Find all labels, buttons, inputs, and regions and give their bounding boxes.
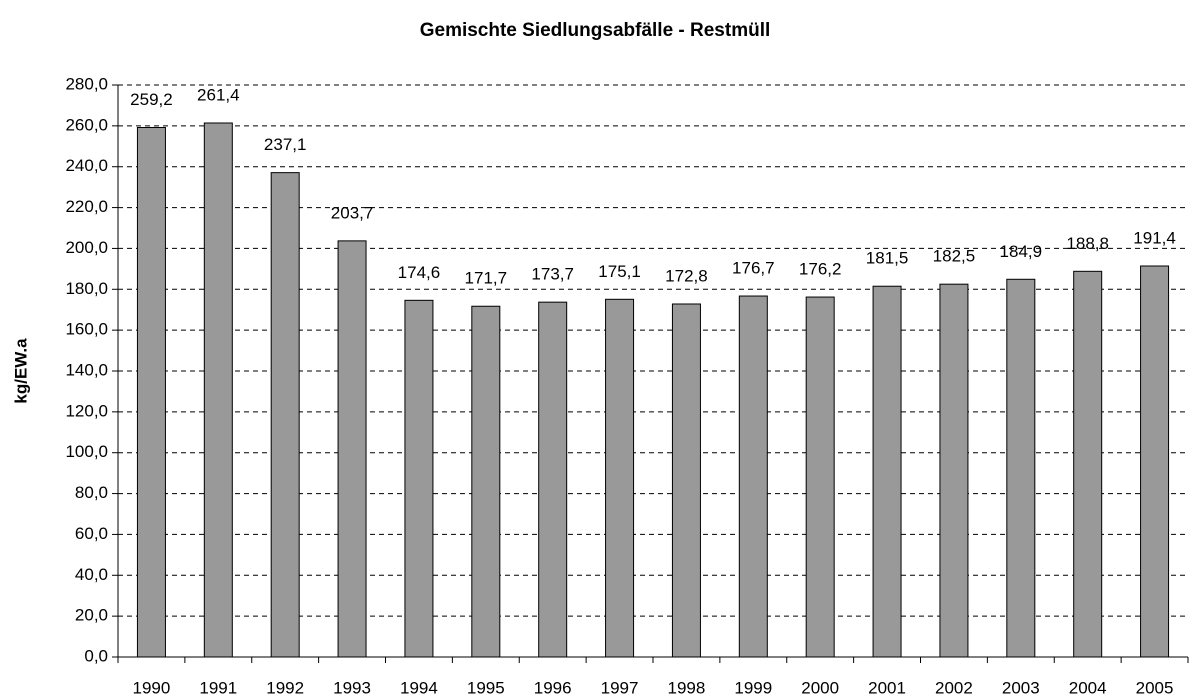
y-tick-label: 140,0 (65, 360, 108, 379)
value-label: 182,5 (933, 247, 976, 266)
bar (136, 126, 166, 658)
x-tick-label: 2004 (1069, 678, 1107, 697)
bar (1073, 270, 1103, 658)
value-label: 173,7 (531, 265, 574, 284)
value-label: 259,2 (130, 90, 173, 109)
bar (404, 299, 434, 658)
x-tick-label: 2001 (868, 678, 906, 697)
x-tick-label: 1996 (534, 678, 572, 697)
x-tick-label: 1994 (400, 678, 438, 697)
bar (671, 303, 701, 658)
value-label: 176,7 (732, 259, 775, 278)
bar (939, 283, 969, 658)
y-tick-label: 240,0 (65, 156, 108, 175)
bar (1006, 278, 1036, 658)
bar (203, 122, 233, 658)
y-tick-label: 80,0 (75, 483, 108, 502)
x-tick-label: 2005 (1136, 678, 1174, 697)
value-label: 184,9 (1000, 242, 1043, 261)
chart-title: Gemischte Siedlungsabfälle - Restmüll (420, 20, 771, 41)
bar (805, 296, 835, 658)
bar (471, 305, 501, 658)
value-label: 176,2 (799, 260, 842, 279)
y-tick-label: 280,0 (65, 74, 108, 93)
y-tick-label: 20,0 (75, 606, 108, 625)
y-tick-label: 220,0 (65, 197, 108, 216)
y-tick-label: 100,0 (65, 442, 108, 461)
y-tick-label: 160,0 (65, 320, 108, 339)
y-axis-label: kg/EW.a (11, 338, 30, 404)
y-tick-label: 60,0 (75, 524, 108, 543)
value-label: 172,8 (665, 266, 708, 285)
x-tick-label: 1995 (467, 678, 505, 697)
y-tick-label: 0,0 (84, 646, 108, 665)
x-tick-label: 1999 (734, 678, 772, 697)
value-label: 175,1 (598, 262, 641, 281)
x-tick-label: 1997 (601, 678, 639, 697)
y-tick-label: 260,0 (65, 115, 108, 134)
x-tick-label: 1991 (199, 678, 237, 697)
y-tick-label: 180,0 (65, 279, 108, 298)
value-label: 261,4 (197, 85, 240, 104)
value-label: 171,7 (465, 269, 508, 288)
value-label: 203,7 (331, 203, 374, 222)
bar (538, 301, 568, 658)
y-tick-label: 120,0 (65, 401, 108, 420)
value-label: 181,5 (866, 249, 909, 268)
x-tick-label: 1993 (333, 678, 371, 697)
bar (738, 295, 768, 658)
bar (605, 298, 635, 658)
bar (1140, 265, 1170, 658)
x-tick-label: 2003 (1002, 678, 1040, 697)
x-tick-label: 1992 (266, 678, 304, 697)
value-label: 188,8 (1066, 234, 1109, 253)
bar (270, 172, 300, 658)
value-label: 191,4 (1133, 228, 1176, 247)
bar (872, 285, 902, 658)
x-tick-label: 1990 (133, 678, 171, 697)
x-tick-label: 2002 (935, 678, 973, 697)
bar (337, 240, 367, 658)
y-tick-label: 200,0 (65, 238, 108, 257)
x-tick-label: 1998 (668, 678, 706, 697)
value-label: 237,1 (264, 135, 307, 154)
y-tick-label: 40,0 (75, 565, 108, 584)
x-tick-label: 2000 (801, 678, 839, 697)
value-label: 174,6 (398, 263, 441, 282)
